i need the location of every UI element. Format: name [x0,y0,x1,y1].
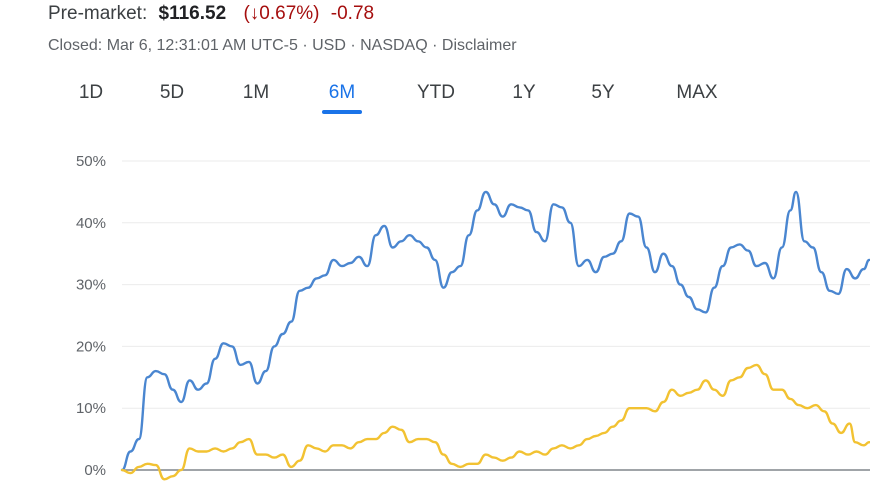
range-tab-max[interactable]: MAX [676,82,718,103]
range-selector: 1D 5D 1M 6M YTD 1Y 5Y MAX [0,82,870,118]
series-line-2 [120,363,870,481]
chart-grid [122,160,870,471]
change-percent: (↓0.67%) [243,3,320,24]
range-tab-1y[interactable]: 1Y [512,82,536,103]
premarket-label: Pre-market: [48,3,148,24]
disclaimer-link[interactable]: Disclaimer [441,37,517,54]
range-tab-5y[interactable]: 5Y [591,82,615,103]
y-tick-label-10: 10% [76,400,106,417]
y-axis-ticks: 0% 10% 20% 30% 40% 50% [76,153,106,479]
market-status-text: Closed: Mar 6, 12:31:01 AM UTC-5 · USD ·… [48,37,442,54]
range-tab-6m[interactable]: 6M [328,82,356,103]
y-tick-label-0: 0% [84,462,106,479]
chart-series [120,190,870,481]
y-tick-label-40: 40% [76,215,106,232]
range-tab-5d[interactable]: 5D [159,82,185,103]
y-tick-label-30: 30% [76,277,106,294]
range-tab-ytd[interactable]: YTD [417,82,455,103]
series-line-1 [120,190,870,472]
range-tab-1m[interactable]: 1M [242,82,270,103]
premarket-quote: Pre-market: $116.52 (↓0.67%) -0.78 [48,3,374,25]
market-status: Closed: Mar 6, 12:31:01 AM UTC-5 · USD ·… [48,37,517,55]
active-range-indicator [322,110,362,114]
premarket-price: $116.52 [158,3,227,24]
y-tick-label-50: 50% [76,153,106,170]
y-tick-label-20: 20% [76,338,106,355]
change-absolute: -0.78 [330,3,375,24]
range-tab-1d[interactable]: 1D [78,82,104,103]
